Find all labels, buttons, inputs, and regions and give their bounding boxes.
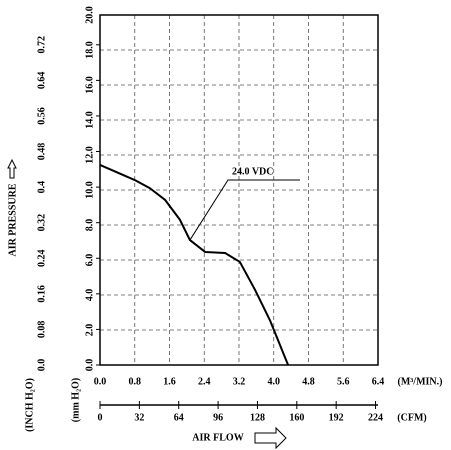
up-arrow — [7, 158, 17, 179]
y2-tick-label: 0.32 — [36, 214, 47, 232]
leader-line — [189, 179, 300, 241]
plot-frame — [99, 14, 379, 366]
x-tick-label: 3.2 — [233, 376, 246, 387]
y-tick-label: 14.0 — [84, 111, 95, 129]
y-tick-label: 12.0 — [84, 146, 95, 164]
y2-axis-label: (INCH H₂O) — [24, 378, 35, 432]
x2-tick-label: 0 — [98, 412, 103, 423]
x-tick-label: 1.6 — [163, 376, 176, 387]
y-tick-label: 16.0 — [84, 76, 95, 94]
x-axis-label: (M³/MIN.) — [398, 376, 443, 387]
y2-tick-label: 0.64 — [36, 72, 47, 90]
y-tick-label: 4.0 — [84, 289, 95, 302]
y2-tick-label: 0.0 — [36, 359, 47, 372]
x-tick-label: 0.0 — [94, 376, 107, 387]
x-tick-label: 0.8 — [129, 376, 142, 387]
y2-tick-label: 0.72 — [36, 36, 47, 54]
flow-title: AIR FLOW — [192, 432, 243, 443]
y2-tick-label: 0.4 — [36, 181, 47, 194]
x2-tick-label: 128 — [250, 412, 265, 423]
x2-tick-label: 224 — [368, 412, 383, 423]
x2-tick-label: 192 — [329, 412, 344, 423]
y2-tick-label: 0.24 — [36, 250, 47, 268]
y2-tick-label: 0.08 — [36, 321, 47, 339]
y2-tick-label: 0.56 — [36, 107, 47, 125]
y-tick-label: 20.0 — [84, 6, 95, 24]
y-axis-label: (mm H₂O) — [70, 378, 81, 422]
curve — [99, 164, 290, 366]
x2-tick-label: 96 — [213, 412, 223, 423]
x2-axis-label: (CFM) — [397, 412, 426, 423]
right-arrow — [254, 426, 287, 450]
x-tick-label: 2.4 — [198, 376, 211, 387]
y2-tick-label: 0.16 — [36, 285, 47, 303]
x-tick-label: 4.0 — [268, 376, 281, 387]
pressure-title: AIR PRESSURE — [7, 183, 18, 256]
x-tick-label: 4.8 — [302, 376, 315, 387]
y-tick-label: 10.0 — [84, 181, 95, 199]
y-tick-label: 0.0 — [84, 359, 95, 372]
x2-tick-label: 160 — [289, 412, 304, 423]
x-tick-label: 5.6 — [337, 376, 350, 387]
y2-tick-label: 0.48 — [36, 143, 47, 161]
x2-tick-label: 32 — [134, 412, 144, 423]
y-tick-label: 18.0 — [84, 41, 95, 59]
x-tick-label: 6.4 — [372, 376, 385, 387]
y-tick-label: 6.0 — [84, 254, 95, 267]
series-label: 24.0 VDC — [232, 166, 273, 177]
y-tick-label: 8.0 — [84, 219, 95, 232]
x2-tick-label: 64 — [174, 412, 184, 423]
y-tick-label: 2.0 — [84, 324, 95, 337]
